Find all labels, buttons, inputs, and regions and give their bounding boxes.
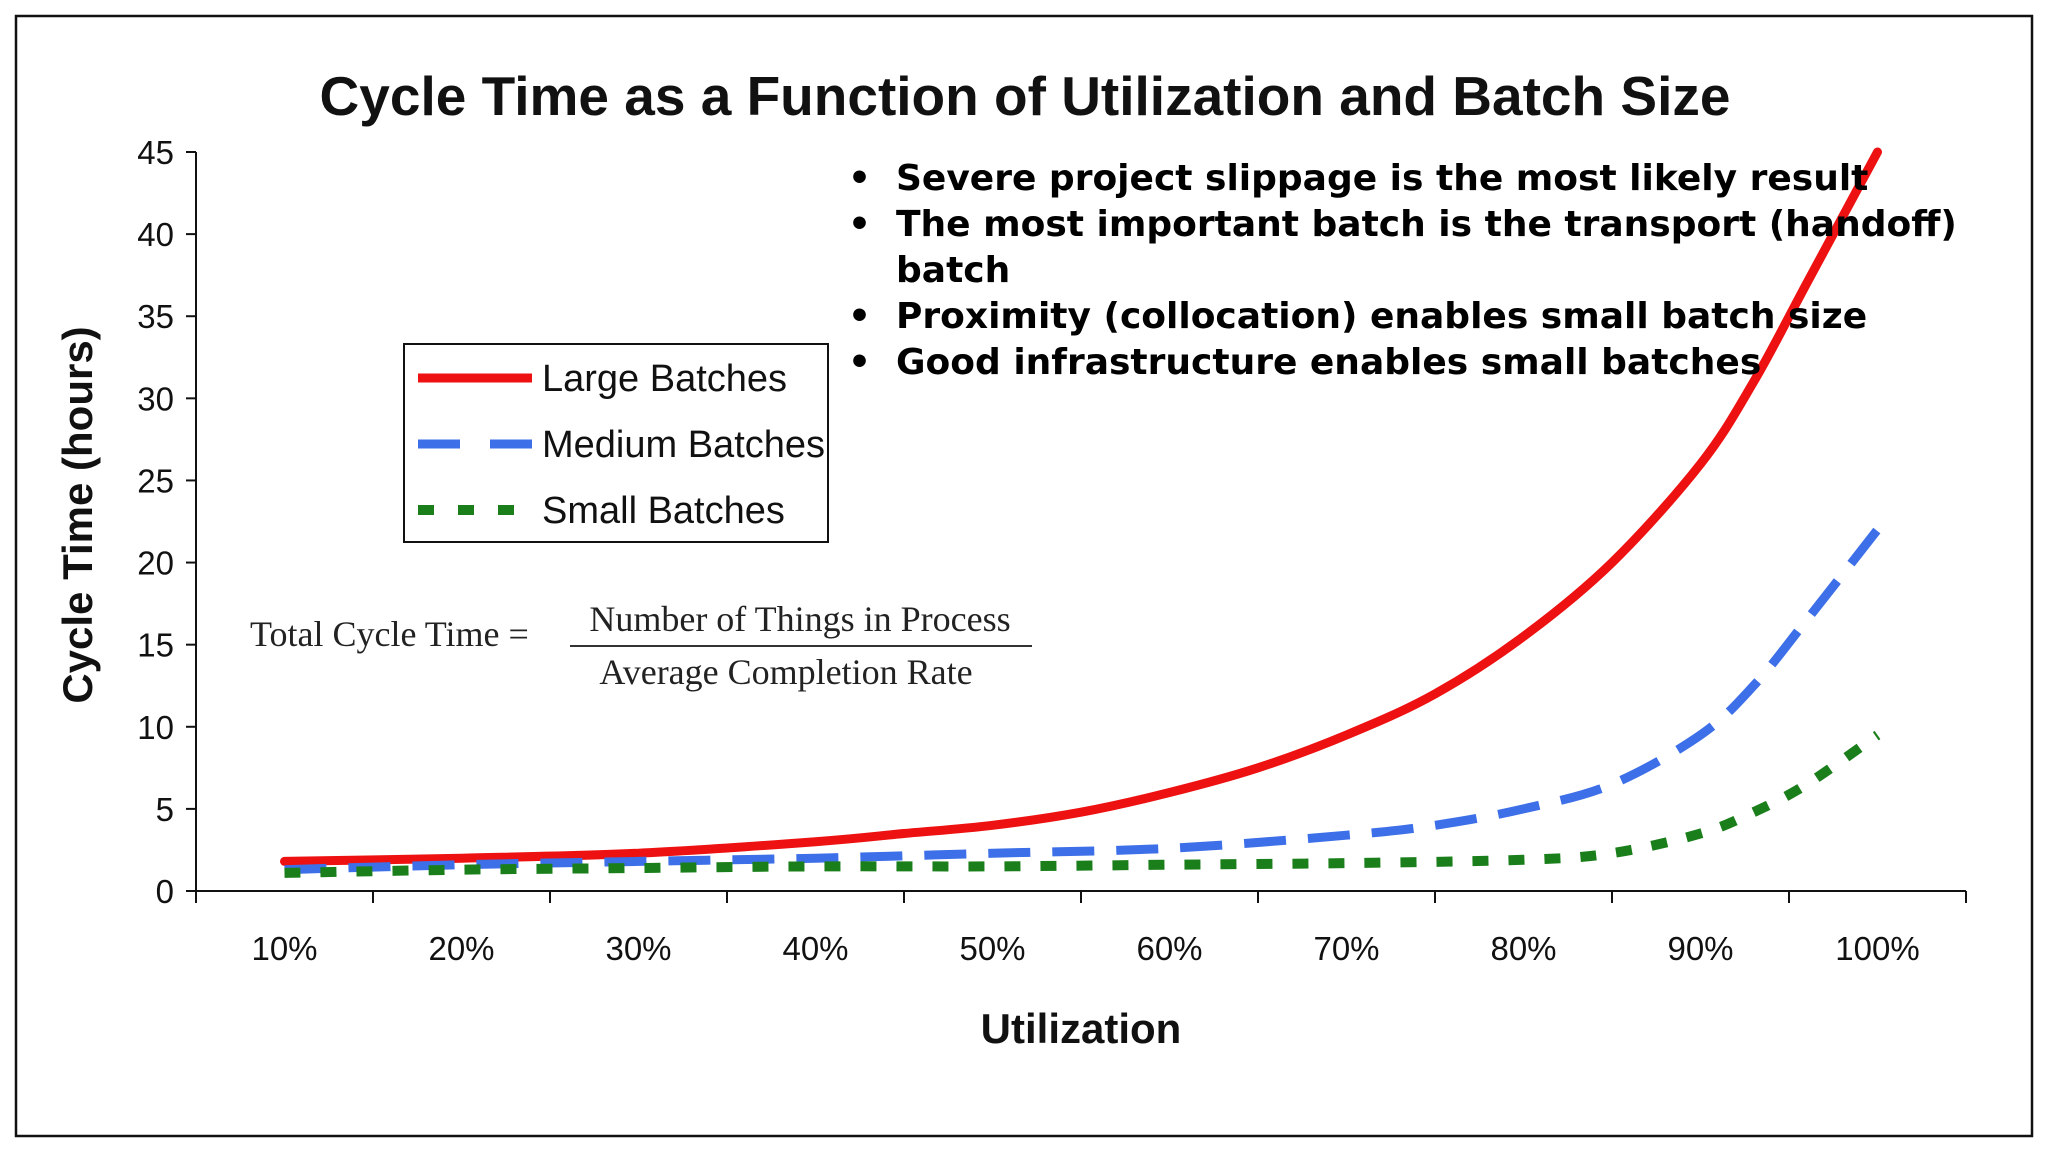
legend-items: Large Batches Medium Batches Small Batches [418,358,825,532]
chart-frame [14,14,2034,1138]
x-tick-label: 50% [959,930,1025,967]
bullet-marker: • [848,342,871,383]
x-tick-label: 20% [428,930,494,967]
formula: Total Cycle Time = Number of Things in P… [250,599,1032,692]
formula-denominator: Average Completion Rate [599,652,972,692]
bullet-marker: • [848,158,871,199]
bullet-text: batch [896,250,1010,291]
bullet-text: Proximity (collocation) enables small ba… [896,296,1867,337]
legend-label: Small Batches [542,490,785,532]
bullet-text: Good infrastructure enables small batche… [896,342,1761,383]
series-line-2 [284,730,1881,878]
y-tick-label: 45 [137,134,174,171]
series-layer [280,147,1882,878]
legend-label: Large Batches [542,358,787,400]
formula-numerator: Number of Things in Process [589,599,1010,639]
x-axis-label: Utilization [981,1005,1182,1052]
y-tick-label: 25 [137,462,174,499]
y-tick-label: 20 [137,545,174,582]
series-line-0 [280,147,1882,866]
bullet-marker: • [848,204,871,245]
x-tick-label: 70% [1313,930,1379,967]
y-tick-label: 5 [156,791,174,828]
x-tick-label: 80% [1490,930,1556,967]
series-line-1 [284,526,1882,875]
x-tick-label: 40% [782,930,848,967]
x-tick-label: 30% [605,930,671,967]
legend: Large Batches Medium Batches Small Batches [403,343,829,543]
y-tick-label: 30 [137,380,174,417]
x-ticks: 10% 20% 30% 40% 50% 60% 70% 80% 90% 100% [195,891,1967,967]
y-tick-label: 15 [137,627,174,664]
y-tick-label: 10 [137,709,174,746]
y-tick-label: 40 [137,216,174,253]
y-tick-label: 0 [156,873,174,910]
y-ticks: 0 5 10 15 20 25 30 35 40 45 [137,134,196,910]
bullet-text: Severe project slippage is the most like… [896,158,1868,199]
x-tick-label: 100% [1835,930,1919,967]
x-tick-label: 60% [1136,930,1202,967]
bullet-list: • Severe project slippage is the most lik… [848,158,1957,383]
bullet-text: The most important batch is the transpor… [896,204,1957,245]
x-tick-label: 90% [1667,930,1733,967]
legend-label: Medium Batches [542,424,825,466]
y-axis-label: Cycle Time (hours) [54,326,101,703]
formula-lhs: Total Cycle Time = [250,614,529,654]
bullet-marker: • [848,296,871,337]
x-tick-label: 10% [251,930,317,967]
chart-title: Cycle Time as a Function of Utilization … [320,65,1731,127]
y-tick-label: 35 [137,298,174,335]
